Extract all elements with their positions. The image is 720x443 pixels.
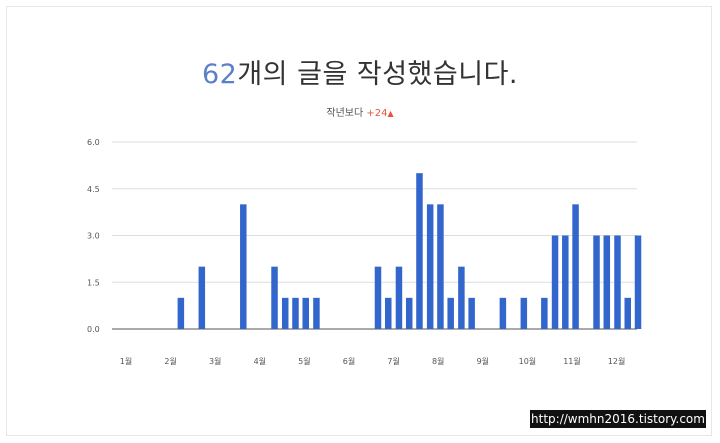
x-tick-label: 11월 — [563, 356, 581, 366]
bar — [198, 266, 206, 329]
x-tick-label: 8월 — [432, 356, 444, 366]
page-title: 62개의 글을 작성했습니다. — [0, 52, 720, 91]
chart-frame — [6, 6, 712, 436]
y-tick-label: 4.5 — [87, 185, 100, 194]
bar — [271, 266, 278, 329]
bar — [395, 266, 403, 329]
comparison-delta: +24 — [366, 108, 388, 119]
triangle-up-icon: ▲ — [387, 109, 394, 118]
x-tick-label: 2월 — [164, 356, 176, 366]
bar — [603, 235, 611, 329]
x-axis-ticks: 1월 2월 3월 4월 5월 6월 7월 8월 9월 10월 11월 12월 — [120, 356, 626, 366]
bar — [541, 297, 548, 329]
bar — [499, 297, 507, 329]
comparison-label: 작년보다 — [326, 108, 367, 119]
y-axis-ticks: 0.0 1.5 3.0 4.5 6.0 — [87, 138, 100, 334]
x-tick-label: 12월 — [608, 356, 626, 366]
bar — [302, 297, 309, 329]
bar — [437, 204, 444, 329]
x-tick-label: 4월 — [254, 356, 266, 366]
x-tick-label: 5월 — [298, 356, 310, 366]
bar — [313, 297, 320, 329]
bars — [177, 173, 642, 329]
bar — [468, 297, 475, 329]
x-tick-label: 3월 — [209, 356, 221, 366]
bar — [551, 235, 559, 329]
bar — [405, 297, 413, 329]
y-tick-label: 1.5 — [87, 278, 100, 287]
bar — [520, 297, 528, 329]
bar — [374, 266, 382, 329]
x-tick-label: 7월 — [387, 356, 399, 366]
y-tick-label: 0.0 — [87, 325, 100, 334]
watermark: http://wmhn2016.tistory.com — [530, 410, 706, 428]
year-comparison: 작년보다 +24▲ — [0, 104, 720, 119]
bar — [426, 204, 434, 329]
bar — [240, 204, 247, 329]
y-tick-label: 3.0 — [87, 232, 100, 241]
bar — [634, 235, 642, 329]
bar — [458, 266, 465, 329]
x-tick-label: 10월 — [519, 356, 537, 366]
bar — [447, 297, 454, 329]
bar — [593, 235, 600, 329]
bar — [614, 235, 621, 329]
bar — [281, 297, 289, 329]
x-tick-label: 6월 — [343, 356, 355, 366]
x-tick-label: 9월 — [477, 356, 489, 366]
bar — [416, 173, 423, 329]
bar — [562, 235, 569, 329]
bar — [384, 297, 392, 329]
post-count: 62 — [201, 59, 238, 90]
page-title-text: 개의 글을 작성했습니다. — [237, 59, 518, 90]
bar — [177, 297, 185, 329]
bar — [572, 204, 579, 329]
bar — [292, 297, 299, 329]
x-tick-label: 1월 — [120, 356, 132, 366]
bar — [624, 297, 631, 329]
y-tick-label: 6.0 — [87, 138, 100, 147]
